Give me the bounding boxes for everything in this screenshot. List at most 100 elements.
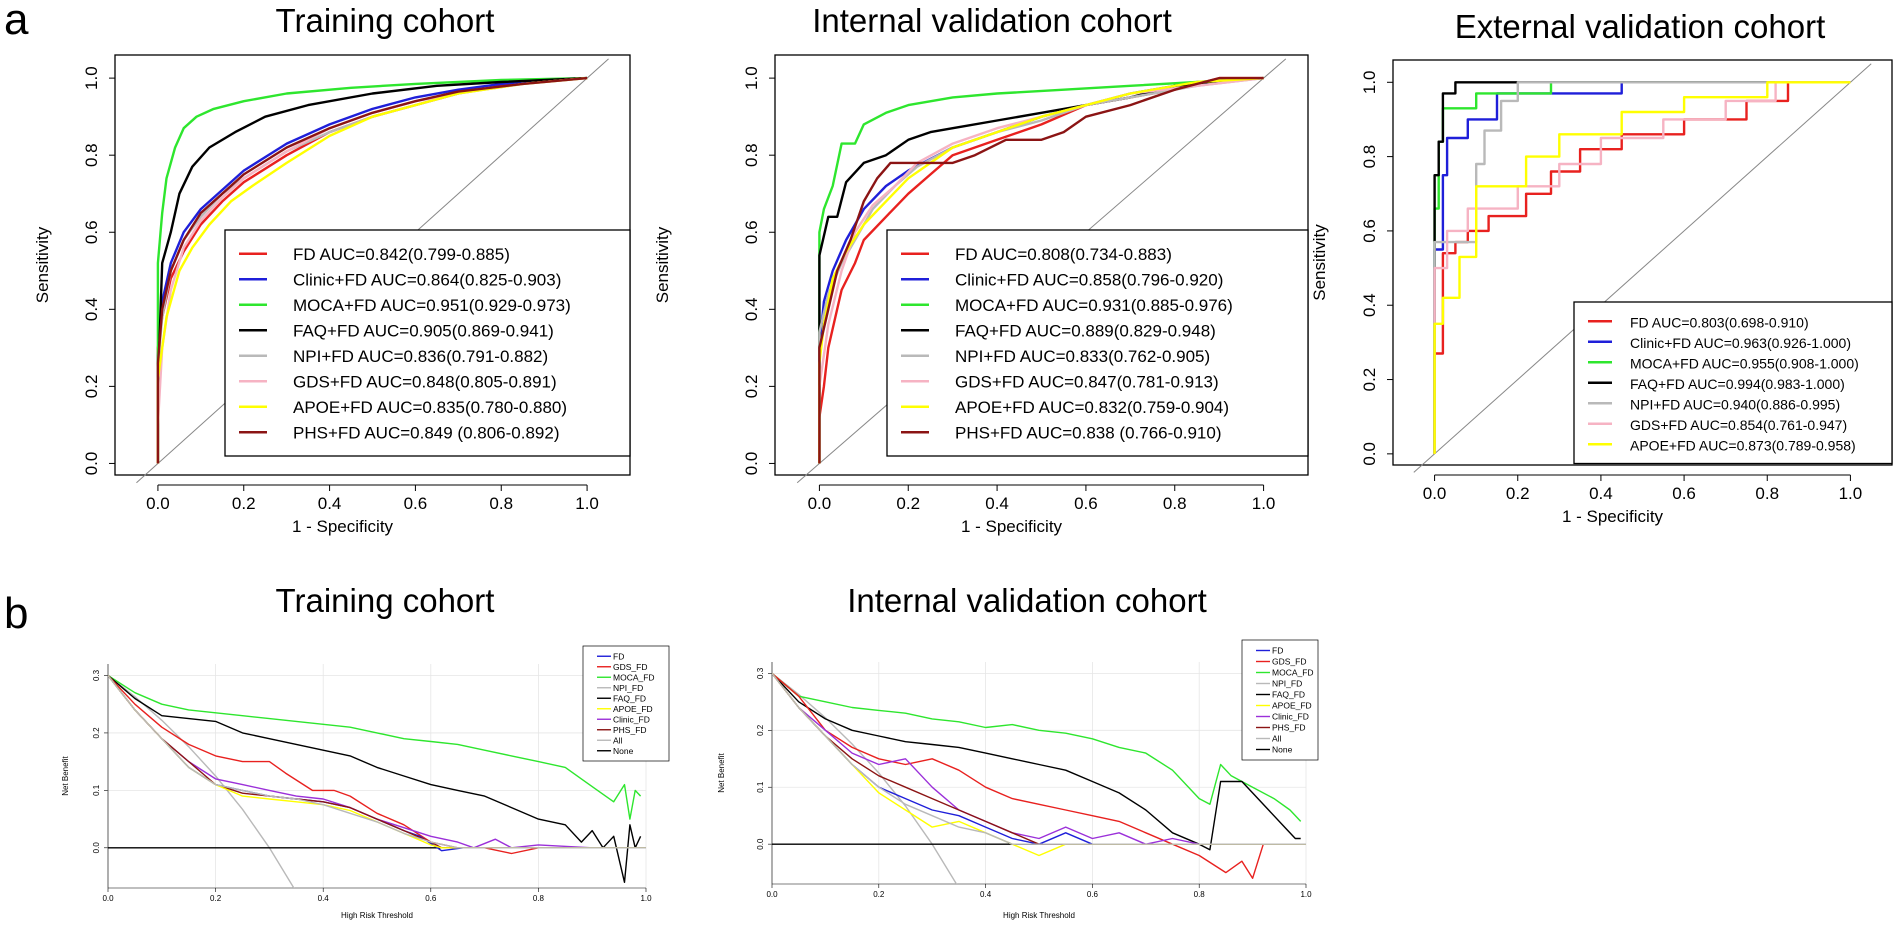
series-line-phs	[156, 76, 588, 464]
legend-label: APOE+FD AUC=0.873(0.789-0.958)	[1630, 437, 1856, 453]
legend-label: Clinic+FD AUC=0.963(0.926-1.000)	[1630, 335, 1851, 351]
series-line-apoe	[818, 76, 1264, 464]
y-tick-label: 0.3	[92, 669, 101, 681]
y-tick-label: 0.0	[742, 452, 761, 476]
legend: FDGDS_FDMOCA_FDNPI_FDFAQ_FDAPOE_FDClinic…	[1241, 639, 1319, 761]
legend-label: Clinic+FD AUC=0.858(0.796-0.920)	[955, 270, 1223, 289]
series-line-fd	[1433, 81, 1851, 454]
x-tick-label: 0.6	[404, 494, 428, 513]
legend-box	[582, 645, 670, 762]
legend-label: Clinic_FD	[1272, 712, 1309, 722]
y-tick-label: 0.2	[82, 375, 101, 399]
x-tick-label: 0.6	[1074, 494, 1098, 513]
legend-label: PHS_FD	[1272, 723, 1306, 733]
y-axis-label: Sensitivity	[33, 226, 52, 303]
dca-training-panel: Training cohort 0.0 0.1 0.2 0.3 0.0 0.2 0.4 0.6 0…	[61, 582, 670, 920]
x-tick-label: 0.6	[1087, 890, 1099, 899]
legend-label: None	[1272, 745, 1293, 755]
y-tick-label: 0.8	[742, 143, 761, 167]
plot-frame	[1392, 59, 1893, 466]
x-tick-label: 0.0	[102, 894, 114, 903]
series-line-moca	[108, 674, 642, 820]
series-line-all	[108, 674, 295, 888]
x-tick-label: 0.8	[1163, 494, 1187, 513]
legend: FD AUC=0.808(0.734-0.883) Clinic+FD AUC=0…	[886, 229, 1309, 457]
legend-label: PHS+FD AUC=0.849 (0.806-0.892)	[293, 423, 559, 442]
legend-label: GDS_FD	[613, 662, 647, 672]
y-axis-label: Net Benefit	[61, 755, 70, 795]
y-tick-label: 0.2	[742, 375, 761, 399]
series-line-npi	[772, 672, 1306, 845]
series-line-moca	[156, 76, 588, 464]
y-tick-label: 0.6	[82, 220, 101, 244]
y-tick-label: 0.8	[1360, 145, 1379, 169]
legend: FD AUC=0.803(0.698-0.910) Clinic+FD AUC=0…	[1573, 301, 1893, 465]
x-axis-label: 1 - Specificity	[292, 517, 394, 536]
legend-label: FD AUC=0.842(0.799-0.885)	[293, 245, 510, 264]
x-tick-label: 0.0	[808, 494, 832, 513]
legend-label: FAQ_FD	[1272, 690, 1305, 700]
x-tick-label: 0.4	[985, 494, 1009, 513]
x-tick-label: 1.0	[1252, 494, 1276, 513]
x-tick-label: 1.0	[575, 494, 599, 513]
series-line-faq	[108, 674, 642, 883]
legend-label: FAQ+FD AUC=0.905(0.869-0.941)	[293, 321, 554, 340]
series-line-apoe	[1433, 81, 1851, 454]
legend-box	[1573, 301, 1893, 465]
x-tick-label: 0.8	[533, 894, 545, 903]
legend-label: NPI+FD AUC=0.833(0.762-0.905)	[955, 347, 1210, 366]
legend-label: FD AUC=0.808(0.734-0.883)	[955, 245, 1172, 264]
series-line-gds	[1433, 81, 1851, 454]
y-tick-label: 0.1	[756, 781, 765, 793]
x-tick-label: 0.2	[1506, 484, 1530, 503]
legend-label: NPI+FD AUC=0.940(0.886-0.995)	[1630, 396, 1840, 412]
legend-label: MOCA_FD	[1272, 668, 1314, 678]
legend-box	[224, 229, 631, 457]
legend-label: MOCA+FD AUC=0.951(0.929-0.973)	[293, 296, 571, 315]
x-axis-label: High Risk Threshold	[1003, 911, 1075, 920]
x-tick-label: 0.8	[1755, 484, 1779, 503]
legend-label: All	[1272, 734, 1282, 744]
series-line-clinic	[1433, 81, 1851, 454]
legend-box	[1241, 639, 1319, 761]
legend-label: GDS+FD AUC=0.854(0.761-0.947)	[1630, 417, 1847, 433]
legend-label: FAQ+FD AUC=0.994(0.983-1.000)	[1630, 376, 1845, 392]
panel-label-a: a	[4, 0, 29, 44]
series-line-moca	[818, 76, 1264, 464]
legend: FD AUC=0.842(0.799-0.885) Clinic+FD AUC=0…	[224, 229, 631, 457]
y-tick-label: 0.0	[92, 842, 101, 854]
legend-label: APOE_FD	[1272, 701, 1312, 711]
series-group	[156, 76, 588, 464]
series-line-apoe	[156, 76, 588, 464]
legend-label: NPI_FD	[1272, 679, 1302, 689]
y-tick-label: 0.2	[1360, 368, 1379, 392]
y-tick-label: 0.1	[92, 784, 101, 796]
roc-external-validation-panel: External validation cohort 0.0 0.2 0.4 0.6 0.…	[1310, 8, 1893, 526]
series-line-phs	[772, 672, 1306, 845]
dca-internal-validation-panel: Internal validation cohort 0.0 0.1 0.2 0.3 0.…	[717, 582, 1319, 920]
roc-internal-validation-panel: Internal validation cohort 0.0 0.2 0.4 0.6 0.…	[653, 2, 1309, 536]
y-tick-label: 1.0	[742, 66, 761, 90]
legend-label: PHS_FD	[613, 725, 647, 735]
x-tick-label: 0.6	[1672, 484, 1696, 503]
series-line-clinic	[156, 76, 588, 464]
y-tick-label: 0.6	[742, 220, 761, 244]
x-tick-label: 0.6	[425, 894, 437, 903]
x-axis-label: 1 - Specificity	[961, 517, 1063, 536]
x-tick-label: 0.8	[1194, 890, 1206, 899]
x-tick-label: 0.4	[980, 890, 992, 899]
series-group	[108, 674, 646, 888]
legend-label: GDS+FD AUC=0.847(0.781-0.913)	[955, 372, 1219, 391]
legend-label: APOE+FD AUC=0.832(0.759-0.904)	[955, 398, 1229, 417]
series-line-npi	[108, 675, 646, 849]
y-tick-label: 0.4	[82, 297, 101, 321]
y-tick-label: 0.8	[82, 143, 101, 167]
y-tick-label: 0.2	[92, 727, 101, 739]
x-axis-label: High Risk Threshold	[341, 911, 413, 920]
legend-label: Clinic+FD AUC=0.864(0.825-0.903)	[293, 270, 561, 289]
series-line-faq	[1433, 81, 1851, 454]
y-tick-label: 0.0	[756, 838, 765, 850]
legend-label: MOCA+FD AUC=0.931(0.885-0.976)	[955, 296, 1233, 315]
x-tick-label: 0.0	[146, 494, 170, 513]
